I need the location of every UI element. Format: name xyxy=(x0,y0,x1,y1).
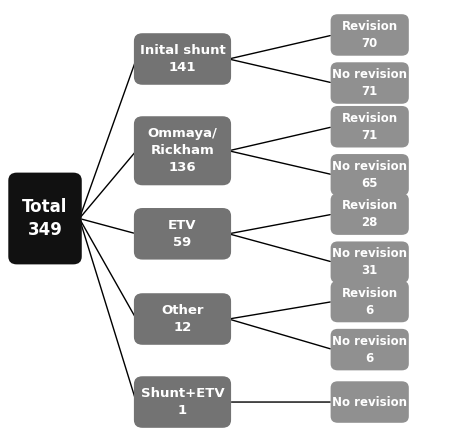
FancyBboxPatch shape xyxy=(331,381,409,423)
FancyBboxPatch shape xyxy=(9,173,82,264)
FancyBboxPatch shape xyxy=(331,329,409,371)
FancyBboxPatch shape xyxy=(134,116,231,185)
FancyBboxPatch shape xyxy=(331,106,409,148)
FancyBboxPatch shape xyxy=(331,241,409,283)
Text: No revision
6: No revision 6 xyxy=(332,335,407,364)
FancyBboxPatch shape xyxy=(331,14,409,55)
FancyBboxPatch shape xyxy=(134,208,231,260)
Text: Revision
71: Revision 71 xyxy=(342,112,398,142)
Text: No revision
65: No revision 65 xyxy=(332,160,407,190)
FancyBboxPatch shape xyxy=(331,154,409,196)
Text: Revision
6: Revision 6 xyxy=(342,287,398,316)
Text: No revision: No revision xyxy=(332,395,407,409)
FancyBboxPatch shape xyxy=(331,62,409,104)
Text: ETV
59: ETV 59 xyxy=(168,219,197,249)
FancyBboxPatch shape xyxy=(331,281,409,323)
FancyBboxPatch shape xyxy=(134,293,231,345)
Text: Shunt+ETV
1: Shunt+ETV 1 xyxy=(141,387,224,417)
FancyBboxPatch shape xyxy=(331,193,409,235)
Text: Other
12: Other 12 xyxy=(161,304,204,334)
Text: Inital shunt
141: Inital shunt 141 xyxy=(140,44,225,74)
Text: Revision
28: Revision 28 xyxy=(342,199,398,229)
Text: Ommaya/
Rickham
136: Ommaya/ Rickham 136 xyxy=(147,127,218,174)
FancyBboxPatch shape xyxy=(134,33,231,85)
Text: Revision
70: Revision 70 xyxy=(342,20,398,50)
FancyBboxPatch shape xyxy=(134,376,231,428)
Text: Total
349: Total 349 xyxy=(22,198,68,239)
Text: No revision
71: No revision 71 xyxy=(332,68,407,98)
Text: No revision
31: No revision 31 xyxy=(332,247,407,277)
